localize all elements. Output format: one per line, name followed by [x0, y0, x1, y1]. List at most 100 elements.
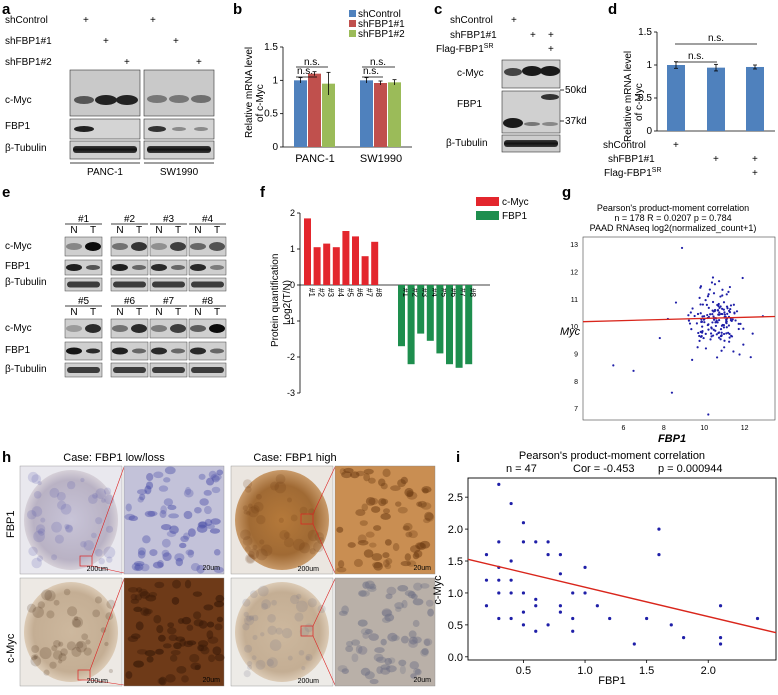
nucleus [369, 542, 377, 548]
nucleus [179, 542, 187, 549]
scatter-point [712, 334, 715, 337]
blot-box [110, 318, 149, 339]
blot-band [522, 66, 542, 76]
tissue-spot [244, 545, 251, 552]
scatter-point [717, 336, 721, 339]
x-tick-label: 1.5 [639, 665, 654, 677]
nucleus [404, 553, 412, 561]
e-t-label: T [214, 225, 220, 236]
scatter-point [691, 307, 694, 310]
nucleus [373, 653, 384, 662]
nucleus [400, 476, 408, 485]
scatter-point [735, 310, 739, 313]
blot-band [190, 264, 206, 271]
scatter-point [717, 304, 720, 308]
scatter-point [727, 331, 730, 334]
nucleus [419, 540, 431, 549]
blot-band [85, 324, 101, 333]
scatter-point [718, 311, 721, 314]
nucleus [196, 564, 205, 574]
bar [398, 285, 405, 347]
tissue-spot [305, 653, 313, 662]
blot-band [112, 325, 128, 332]
blot-box [149, 318, 188, 339]
scatter-point [612, 364, 615, 367]
nucleus [368, 497, 379, 505]
tissue-spot [278, 517, 284, 523]
blot-box [64, 236, 103, 257]
nucleus [363, 549, 374, 558]
blot-band [540, 66, 560, 76]
x-tick-label: 10 [700, 425, 708, 432]
scatter-point [722, 326, 726, 329]
blot-band [171, 348, 185, 354]
c-marker-50kd: 50kd [565, 85, 587, 96]
nucleus [417, 500, 427, 508]
tissue-spot [247, 661, 253, 667]
tissue-spot [76, 641, 84, 649]
nucleus [380, 513, 391, 520]
x-tick-label: #6 [355, 288, 364, 297]
c-plus: + [511, 15, 517, 26]
tissue-spot [247, 503, 253, 509]
nucleus [362, 581, 370, 589]
nucleus [157, 677, 166, 685]
nucleus [136, 587, 143, 593]
scatter-point [719, 305, 722, 308]
nucleus [187, 528, 196, 537]
scatter-point [701, 325, 704, 328]
nucleus [413, 668, 421, 675]
scatter-point [713, 283, 717, 286]
scatter-point [720, 307, 724, 310]
nucleus [163, 477, 171, 483]
scatter-point [571, 629, 575, 633]
scatter-point [690, 327, 693, 331]
blot-band [151, 264, 167, 271]
tissue-spot [242, 623, 250, 631]
g-ylabel: Myc [560, 326, 581, 338]
nucleus [376, 666, 383, 675]
tissue-spot [243, 509, 249, 515]
scatter-point [696, 346, 699, 349]
e-case-label: #5 [78, 296, 90, 307]
scatter-point [632, 642, 636, 646]
nucleus [137, 550, 146, 559]
scatter-point [558, 610, 563, 614]
nucleus [196, 524, 208, 533]
c-plus: + [530, 30, 536, 41]
blot-band [190, 347, 206, 355]
scatter-point [583, 565, 587, 570]
e-n-label: N [70, 225, 77, 236]
nucleus [184, 579, 192, 589]
c-blot-label-fbp1: FBP1 [457, 99, 482, 110]
nucleus [420, 583, 430, 589]
tissue-spot [36, 555, 44, 562]
nucleus [385, 593, 393, 600]
nucleus [380, 498, 389, 505]
e-case-label: #6 [124, 296, 136, 307]
scatter-point [707, 328, 710, 331]
a-cellline-sw1990: SW1990 [160, 167, 199, 178]
nucleus [427, 608, 434, 617]
nucleus [137, 496, 144, 503]
scatter-point [558, 553, 563, 557]
nucleus [214, 653, 225, 662]
blot-band [147, 95, 167, 103]
nucleus [381, 616, 391, 624]
tissue-spot [267, 657, 278, 668]
nucleus [390, 485, 401, 492]
blot-band [86, 265, 100, 270]
tissue-spot [246, 511, 251, 516]
nucleus [397, 506, 408, 514]
nucleus [368, 633, 379, 641]
blot-box [188, 236, 227, 257]
nucleus [153, 615, 162, 624]
scatter-point [657, 553, 661, 557]
tissue-spot [255, 548, 268, 561]
scatter-point [484, 604, 489, 608]
scatter-point [720, 331, 723, 334]
d-plus: + [713, 154, 719, 165]
blot-band [67, 281, 100, 288]
bar [455, 285, 463, 368]
panel-b: b Relative mRNA level of c-Myc 0 0.5 1 1.5 P… [233, 1, 412, 165]
